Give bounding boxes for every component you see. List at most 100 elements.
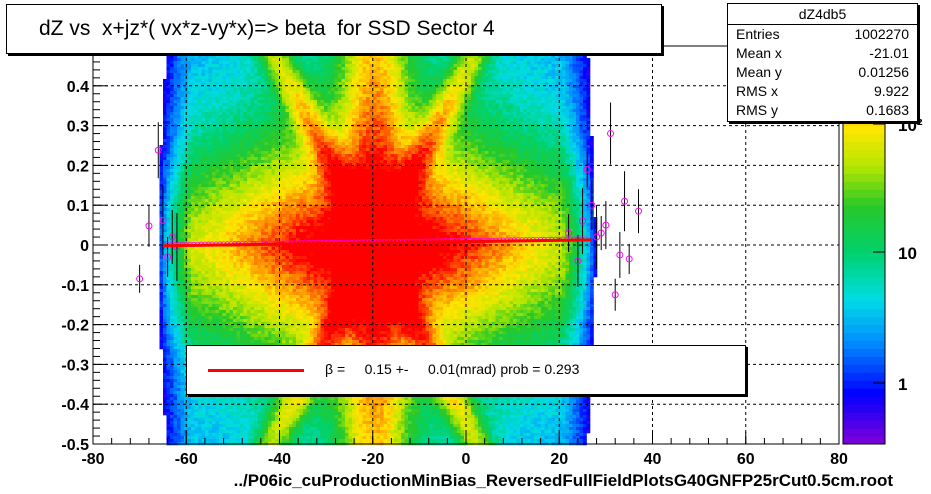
heatmap-cell <box>257 184 262 188</box>
heatmap-cell <box>226 58 230 62</box>
heatmap-cell <box>243 178 248 182</box>
heatmap-cell <box>257 166 262 170</box>
heatmap-cell <box>194 406 199 410</box>
heatmap-cell <box>289 289 293 293</box>
heatmap-cell <box>219 157 223 161</box>
heatmap-cell <box>191 277 195 281</box>
heatmap-cell <box>177 292 181 296</box>
heatmap-cell <box>254 295 258 299</box>
heatmap-cell <box>257 118 262 122</box>
heatmap-cell <box>278 109 283 113</box>
heatmap-cell <box>212 250 216 254</box>
heatmap-cell <box>170 367 174 371</box>
heatmap-cell <box>271 196 276 200</box>
heatmap-cell <box>219 163 223 167</box>
heatmap-cell <box>289 316 293 320</box>
heatmap-cell <box>285 190 290 194</box>
heatmap-cell <box>212 247 216 251</box>
heatmap-cell <box>201 118 206 122</box>
heatmap-cell <box>226 406 230 410</box>
heatmap-cell <box>187 115 192 119</box>
heatmap-cell <box>268 142 272 146</box>
heatmap-cell <box>177 304 181 308</box>
heatmap-cell <box>173 160 178 164</box>
heatmap-cell <box>166 433 171 437</box>
heatmap-cell <box>285 145 290 149</box>
heatmap-cell <box>264 238 269 242</box>
heatmap-cell <box>212 139 216 143</box>
heatmap-cell <box>236 82 241 86</box>
heatmap-cell <box>289 262 293 266</box>
heatmap-cell <box>187 430 192 434</box>
heatmap-cell <box>191 145 195 149</box>
heatmap-cell <box>236 97 241 101</box>
heatmap-cell <box>236 187 241 191</box>
heatmap-cell <box>247 313 251 317</box>
heatmap-cell <box>285 223 290 227</box>
heatmap-cell <box>166 85 171 89</box>
heatmap-cell <box>264 55 269 59</box>
heatmap-cell <box>278 139 283 143</box>
heatmap-cell <box>247 136 251 140</box>
heatmap-cell <box>198 85 202 89</box>
heatmap-cell <box>250 316 255 320</box>
heatmap-cell <box>250 67 255 71</box>
heatmap-cell <box>194 337 199 341</box>
heatmap-cell <box>285 133 290 137</box>
heatmap-cell <box>264 400 269 404</box>
heatmap-cell <box>208 424 213 428</box>
heatmap-cell <box>198 139 202 143</box>
heatmap-cell <box>205 421 209 425</box>
heatmap-cell <box>222 298 227 302</box>
heatmap-cell <box>243 106 248 110</box>
heatmap-cell <box>271 67 276 71</box>
heatmap-cell <box>243 259 248 263</box>
heatmap-cell <box>198 283 202 287</box>
heatmap-cell <box>194 190 199 194</box>
heatmap-cell <box>163 274 167 278</box>
heatmap-cell <box>233 103 237 107</box>
heatmap-cell <box>180 424 185 428</box>
heatmap-cell <box>233 64 237 68</box>
heatmap-cell <box>184 313 188 317</box>
heatmap-cell <box>243 67 248 71</box>
heatmap-cell <box>292 64 297 68</box>
heatmap-cell <box>205 403 209 407</box>
heatmap-cell <box>194 229 199 233</box>
heatmap-cell <box>170 67 174 71</box>
heatmap-cell <box>257 121 262 125</box>
heatmap-cell <box>243 211 248 215</box>
heatmap-cell <box>236 307 241 311</box>
heatmap-cell <box>289 91 293 95</box>
heatmap-cell <box>254 343 258 347</box>
heatmap-cell <box>257 85 262 89</box>
heatmap-cell <box>198 97 202 101</box>
heatmap-cell <box>233 133 237 137</box>
heatmap-cell <box>271 277 276 281</box>
heatmap-cell <box>240 181 244 185</box>
heatmap-cell <box>236 199 241 203</box>
heatmap-cell <box>180 274 185 278</box>
heatmap-cell <box>177 412 181 416</box>
heatmap-cell <box>247 307 251 311</box>
heatmap-cell <box>198 163 202 167</box>
heatmap-cell <box>170 295 174 299</box>
heatmap-cell <box>240 397 244 401</box>
heatmap-cell <box>173 355 178 359</box>
heatmap-cell <box>261 238 265 242</box>
heatmap-cell <box>180 196 185 200</box>
heatmap-cell <box>187 160 192 164</box>
heatmap-cell <box>240 229 244 233</box>
heatmap-cell <box>289 151 293 155</box>
heatmap-cell <box>278 181 283 185</box>
heatmap-cell <box>271 304 276 308</box>
heatmap-cell <box>191 154 195 158</box>
heatmap-cell <box>278 229 283 233</box>
heatmap-cell <box>282 91 286 95</box>
heatmap-cell <box>247 259 251 263</box>
heatmap-cell <box>229 337 234 341</box>
heatmap-cell <box>285 343 290 347</box>
heatmap-cell <box>243 343 248 347</box>
heatmap-cell <box>275 403 279 407</box>
heatmap-cell <box>222 337 227 341</box>
